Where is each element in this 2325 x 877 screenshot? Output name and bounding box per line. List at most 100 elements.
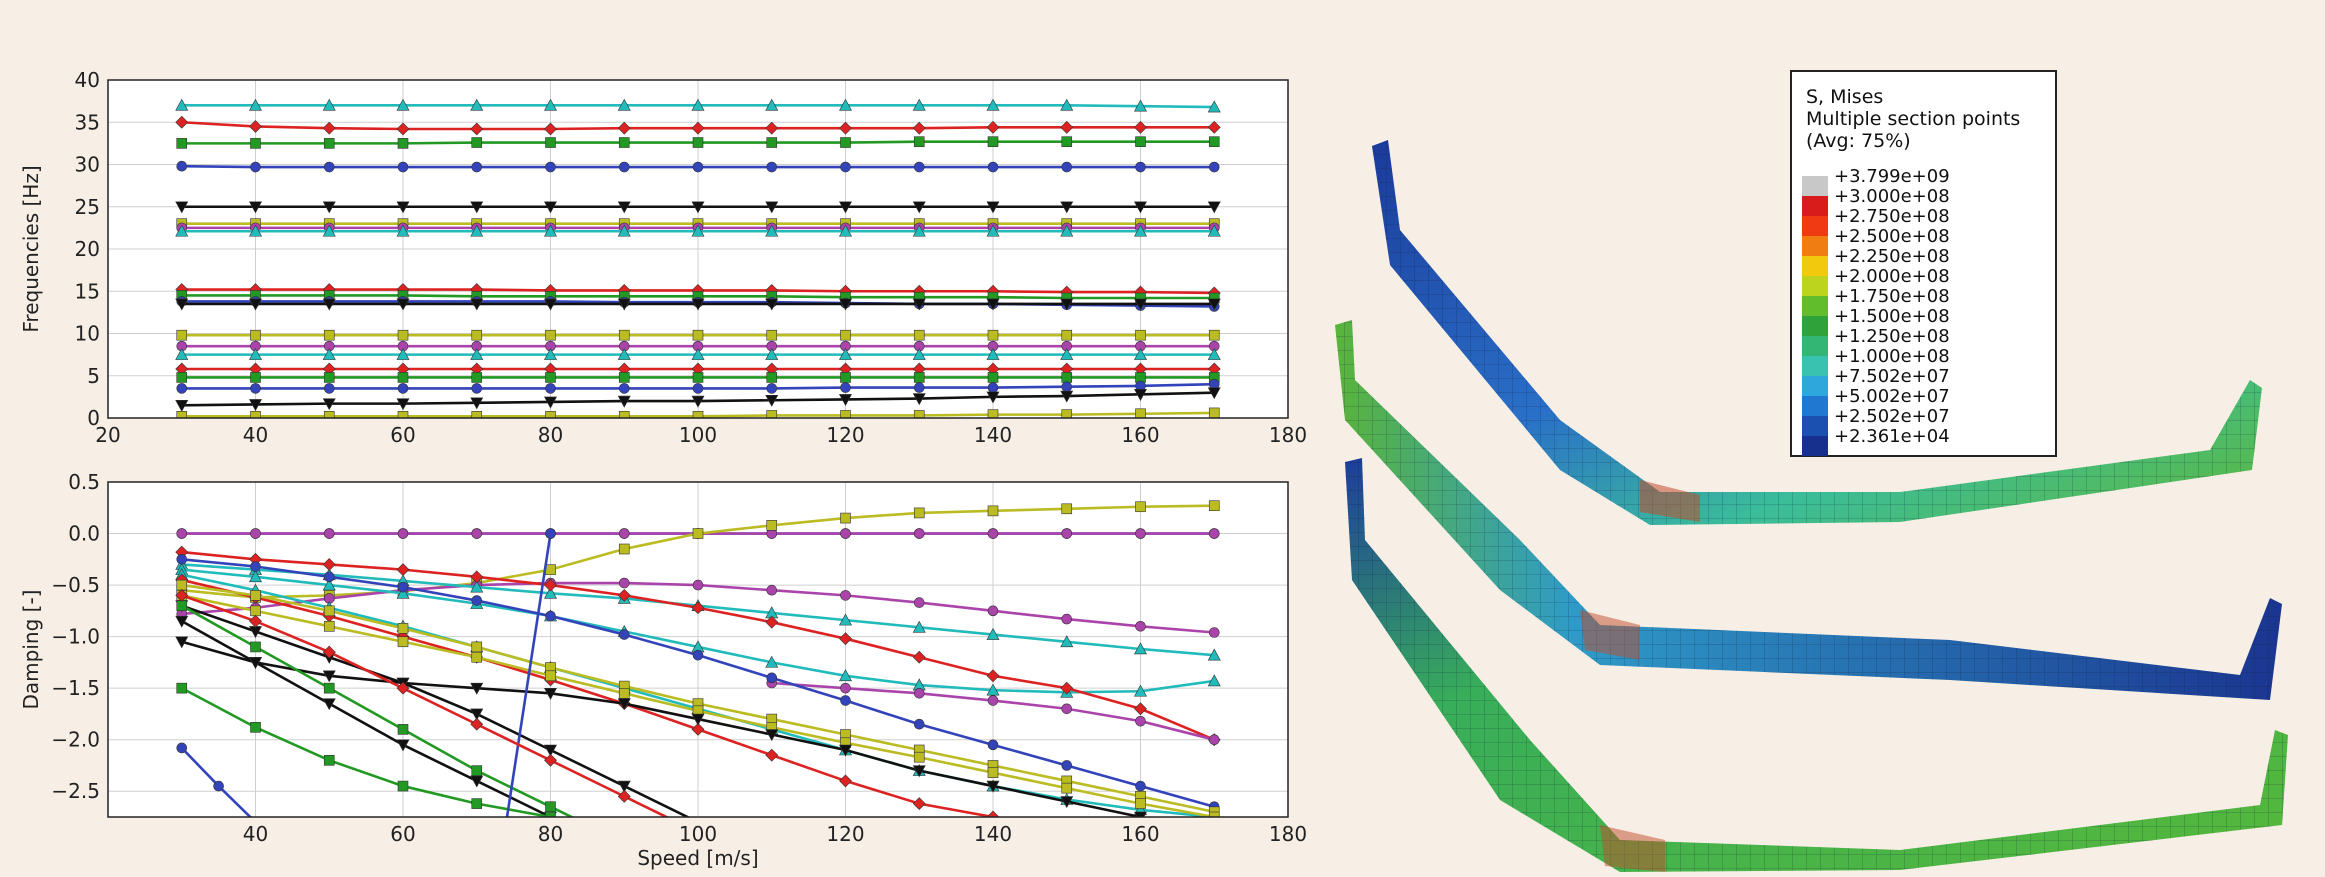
- data-point: [840, 590, 851, 601]
- data-point: [471, 161, 483, 173]
- data-point: [471, 651, 483, 663]
- data-point: [323, 605, 335, 617]
- y-tick-label: −1.5: [51, 676, 100, 700]
- data-point: [545, 161, 556, 173]
- data-point: [766, 329, 778, 341]
- data-point: [692, 649, 704, 661]
- data-point: [1133, 347, 1148, 360]
- data-point: [250, 561, 261, 572]
- data-point: [986, 201, 1000, 214]
- wing-render-bottom: [1345, 458, 2288, 872]
- data-point: [176, 383, 188, 394]
- data-point: [912, 393, 926, 406]
- data-point: [1061, 503, 1073, 515]
- data-point: [1135, 528, 1146, 539]
- data-point: [249, 120, 262, 133]
- data-point: [618, 528, 630, 539]
- data-point: [913, 329, 925, 341]
- data-point: [691, 601, 705, 615]
- data-point: [176, 528, 188, 539]
- data-point: [322, 645, 336, 659]
- data-point: [913, 372, 925, 383]
- data-point: [617, 224, 631, 237]
- data-point: [397, 780, 409, 792]
- data-point: [766, 161, 778, 173]
- data-point: [1207, 674, 1221, 687]
- data-point: [692, 579, 704, 591]
- data-point: [248, 224, 263, 237]
- data-point: [692, 528, 704, 539]
- data-point: [396, 122, 410, 136]
- data-point: [545, 811, 556, 817]
- data-point: [250, 372, 261, 383]
- data-point: [545, 670, 556, 682]
- data-point: [691, 121, 705, 135]
- data-point: [1208, 734, 1220, 745]
- data-point: [912, 650, 926, 664]
- data-point: [617, 395, 631, 408]
- data-point: [175, 224, 189, 237]
- data-point: [1061, 136, 1073, 147]
- data-point: [765, 224, 779, 237]
- data-point: [397, 528, 409, 539]
- data-point: [765, 121, 779, 135]
- data-point: [912, 201, 926, 214]
- data-point: [691, 98, 705, 111]
- data-point: [766, 137, 778, 148]
- data-point: [986, 298, 1000, 311]
- data-point: [1135, 715, 1146, 727]
- data-point: [1208, 811, 1220, 817]
- data-point: [1060, 347, 1074, 360]
- data-point: [838, 347, 853, 360]
- data-point: [1135, 798, 1146, 809]
- data-point: [838, 98, 853, 111]
- data-point: [543, 586, 558, 599]
- data-point: [1060, 390, 1074, 403]
- data-point: [543, 347, 558, 360]
- data-point: [1061, 528, 1073, 539]
- data-point: [913, 528, 925, 539]
- data-point: [175, 201, 189, 214]
- legend-swatch: [1802, 436, 1828, 456]
- data-point: [986, 224, 1000, 237]
- data-point: [396, 347, 410, 360]
- data-point: [175, 115, 189, 129]
- data-point: [1135, 161, 1146, 173]
- data-point: [470, 580, 484, 593]
- data-point: [322, 578, 336, 591]
- data-point: [1060, 98, 1074, 111]
- data-point: [397, 623, 409, 634]
- data-point: [1133, 684, 1148, 697]
- series-line: [505, 533, 552, 817]
- data-point: [691, 224, 705, 237]
- data-point: [1133, 298, 1148, 311]
- data-point: [1133, 99, 1148, 112]
- damping-chart: 40 60 80 100 120 140 160 180 0.5 0.0 −0.5 −1.0 −1.5 −…: [19, 470, 1307, 870]
- data-point: [1207, 224, 1221, 237]
- data-point: [1133, 811, 1148, 817]
- data-point: [396, 681, 410, 695]
- y-tick-label: −2.0: [51, 728, 100, 752]
- data-point: [250, 528, 261, 539]
- data-point: [765, 615, 779, 629]
- data-point: [618, 577, 630, 589]
- data-point: [618, 543, 630, 555]
- data-point: [1133, 389, 1148, 401]
- data-point: [1061, 613, 1073, 625]
- data-point: [397, 581, 409, 593]
- data-point: [765, 98, 779, 111]
- data-point: [505, 816, 508, 817]
- data-point: [840, 682, 851, 694]
- data-point: [987, 372, 999, 383]
- data-point: [248, 201, 263, 214]
- frequency-chart: 20 40 60 80 100 120 140 160 180 0 5 10 15 20 25 30 35 40 F…: [19, 68, 1307, 447]
- x-tick-label: 60: [390, 822, 415, 846]
- data-point: [1207, 387, 1221, 400]
- data-point: [913, 688, 925, 699]
- data-point: [765, 655, 779, 668]
- x-tick-label: 20: [95, 423, 120, 447]
- data-point: [250, 605, 261, 617]
- data-point: [322, 698, 336, 711]
- data-point: [839, 632, 852, 646]
- data-point: [397, 138, 409, 149]
